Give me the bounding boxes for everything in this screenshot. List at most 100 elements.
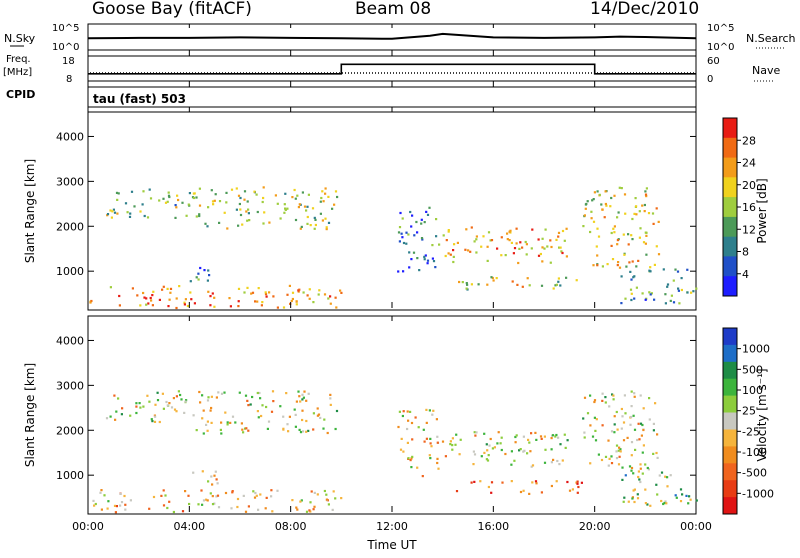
echo-cell: [189, 280, 192, 283]
echo-cell: [590, 210, 593, 213]
echo-cell: [615, 457, 619, 460]
echo-cell: [610, 231, 613, 235]
echo-cell: [210, 395, 213, 398]
echo-cell: [435, 218, 438, 221]
x-tick-label: 00:00: [680, 520, 712, 533]
echo-cell: [517, 261, 520, 265]
echo-cell: [508, 230, 511, 233]
echo-cell: [133, 205, 136, 208]
echo-cell: [490, 481, 494, 484]
echo-cell: [617, 449, 620, 452]
echo-cell: [605, 204, 608, 207]
echo-cell: [109, 209, 112, 212]
echo-cell: [314, 223, 317, 227]
echo-cell: [301, 191, 304, 194]
echo-cell: [213, 199, 216, 202]
velocity-echo-field: [92, 390, 698, 514]
echo-cell: [621, 478, 624, 481]
echo-cell: [604, 190, 607, 193]
echo-cell: [212, 203, 215, 206]
echo-cell: [264, 507, 267, 510]
echo-cell: [247, 208, 250, 211]
echo-cell: [554, 435, 557, 438]
echo-cell: [148, 400, 151, 403]
echo-cell: [229, 421, 232, 424]
echo-cell: [251, 291, 255, 294]
echo-cell: [124, 508, 127, 511]
echo-cell: [283, 203, 286, 206]
echo-cell: [681, 493, 684, 496]
echo-cell: [511, 280, 514, 283]
echo-cell: [160, 494, 163, 497]
power-colorbar-label: Power [dB]: [755, 178, 769, 243]
echo-cell: [238, 391, 241, 394]
echo-cell: [655, 245, 658, 248]
echo-cell: [259, 493, 262, 496]
echo-cell: [210, 421, 213, 424]
echo-cell: [410, 421, 414, 425]
echo-cell: [631, 217, 634, 221]
echo-cell: [426, 262, 429, 265]
echo-cell: [282, 415, 285, 418]
echo-cell: [237, 224, 240, 227]
echo-cell: [247, 404, 250, 407]
colorbar-tick-label: 25: [742, 405, 756, 418]
echo-cell: [217, 391, 220, 394]
echo-cell: [664, 475, 667, 478]
colorbar-segment: [723, 137, 737, 159]
colorbar-segment: [723, 197, 737, 218]
echo-cell: [152, 290, 155, 293]
echo-cell: [186, 304, 189, 308]
echo-cell: [195, 215, 198, 218]
cpid-value: tau (fast) 503: [93, 92, 186, 106]
echo-cell: [142, 190, 145, 193]
echo-cell: [474, 434, 477, 437]
echo-cell: [664, 293, 667, 296]
echo-cell: [638, 210, 641, 213]
echo-cell: [187, 494, 190, 497]
echo-cell: [329, 393, 332, 396]
echo-cell: [444, 254, 447, 258]
echo-cell: [530, 247, 533, 250]
echo-cell: [334, 497, 337, 500]
echo-cell: [689, 498, 692, 501]
echo-cell: [230, 188, 234, 191]
echo-cell: [576, 482, 579, 485]
time-axis-ticks: 00:00 04:00 08:00 12:00 16:00 20:00 00:00: [72, 24, 712, 533]
echo-cell: [421, 475, 424, 478]
echo-cell: [229, 305, 232, 308]
echo-cell: [431, 413, 434, 416]
echo-cell: [665, 502, 668, 505]
echo-cell: [293, 408, 296, 411]
echo-cell: [456, 241, 459, 244]
echo-cell: [695, 287, 698, 290]
echo-cell: [332, 490, 335, 493]
echo-cell: [500, 448, 503, 452]
echo-cell: [436, 441, 439, 444]
echo-cell: [528, 441, 531, 444]
echo-cell: [288, 415, 291, 418]
echo-cell: [143, 214, 146, 218]
echo-cell: [559, 284, 562, 287]
echo-cell: [597, 453, 600, 456]
echo-cell: [561, 459, 564, 462]
echo-cell: [291, 196, 294, 199]
echo-cell: [434, 266, 437, 269]
echo-cell: [242, 494, 245, 497]
echo-cell: [161, 288, 164, 291]
echo-cell: [437, 467, 440, 470]
echo-cell: [329, 403, 332, 406]
echo-cell: [313, 227, 316, 230]
echo-cell: [327, 221, 331, 224]
echo-cell: [461, 281, 464, 284]
echo-cell: [325, 228, 328, 231]
echo-cell: [147, 302, 150, 305]
echo-cell: [544, 448, 547, 451]
echo-cell: [421, 238, 424, 241]
echo-cell: [637, 422, 640, 425]
echo-cell: [557, 280, 560, 283]
echo-cell: [313, 505, 316, 508]
echo-cell: [543, 435, 546, 438]
echo-cell: [619, 450, 622, 453]
echo-cell: [566, 439, 569, 442]
